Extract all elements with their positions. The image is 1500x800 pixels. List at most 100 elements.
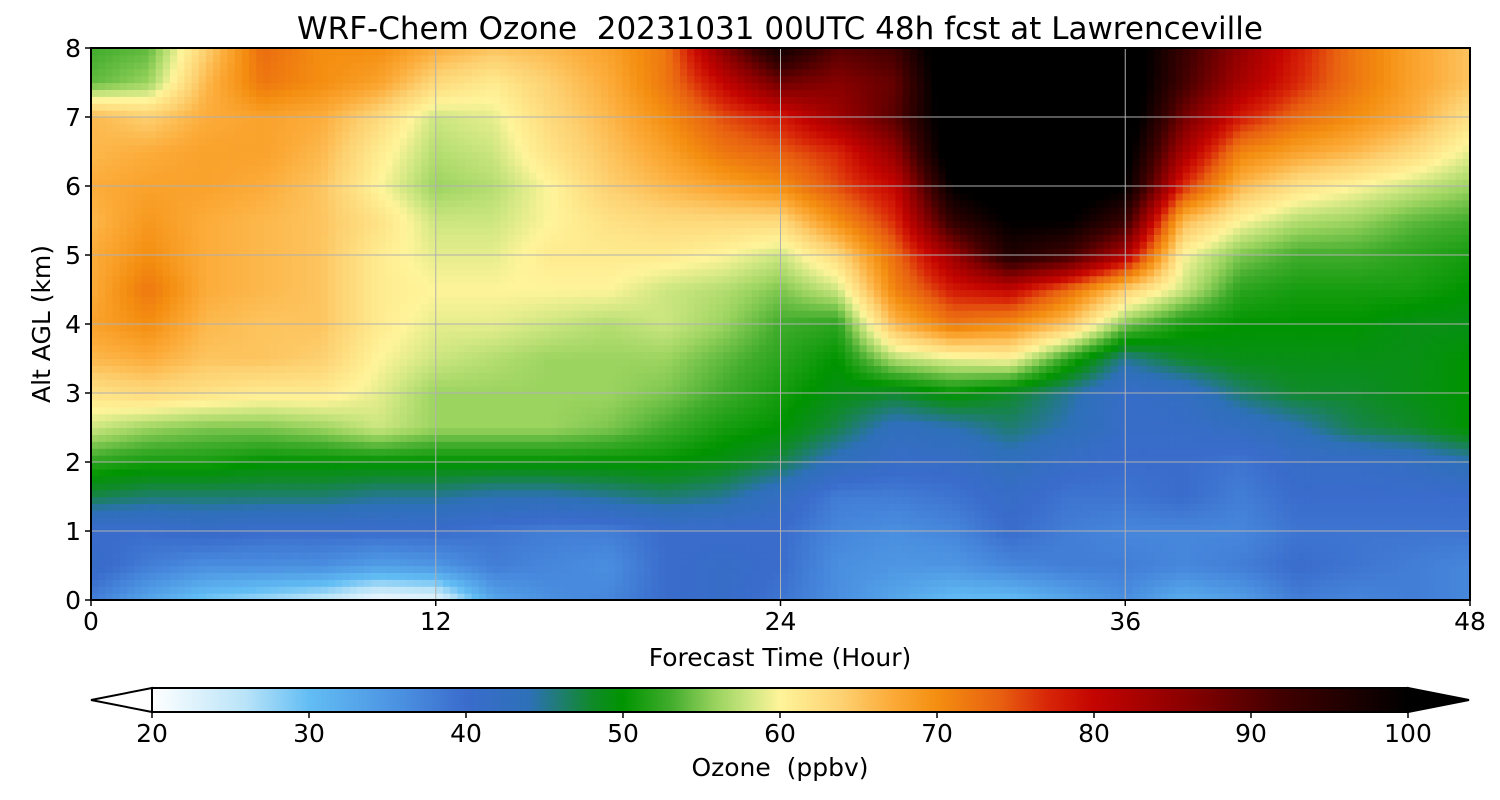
field-cell (241, 579, 250, 587)
field-cell (1218, 531, 1227, 539)
field-cell (1046, 524, 1055, 532)
field-cell (1067, 531, 1076, 539)
field-cell (658, 427, 667, 435)
field-cell (478, 496, 487, 504)
field-cell (1182, 496, 1191, 504)
field-cell (881, 427, 889, 435)
field-cell (105, 544, 114, 553)
field-cell (306, 531, 315, 539)
field-cell (902, 420, 911, 429)
field-cell (378, 496, 387, 504)
field-cell (1082, 434, 1090, 442)
field-cell (457, 593, 466, 600)
field-cell (162, 517, 171, 525)
field-cell (1146, 579, 1155, 587)
field-cell (270, 510, 279, 518)
field-cell (191, 420, 200, 429)
field-cell (723, 544, 731, 553)
field-cell (435, 427, 444, 435)
field-cell (1455, 537, 1464, 546)
field-cell (1398, 475, 1406, 484)
field-cell (213, 524, 221, 532)
field-cell (1311, 558, 1320, 567)
field-cell (909, 434, 918, 442)
field-cell (881, 468, 889, 477)
field-cell (435, 586, 444, 594)
field-cell (320, 531, 329, 539)
field-cell (335, 517, 343, 525)
field-cell (162, 531, 171, 539)
field-cell (945, 496, 954, 504)
field-cell (852, 475, 861, 484)
field-cell (1232, 427, 1241, 435)
field-cell (967, 475, 976, 484)
field-cell (119, 434, 128, 442)
field-cell (938, 434, 947, 442)
field-cell (478, 441, 487, 449)
field-cell (981, 489, 990, 498)
field-cell (881, 558, 889, 567)
field-cell (220, 510, 229, 518)
field-cell (1225, 427, 1234, 435)
field-cell (995, 475, 1004, 484)
field-cell (794, 496, 803, 504)
field-cell (1405, 531, 1414, 539)
field-cell (1218, 455, 1227, 463)
field-cell (586, 524, 595, 532)
field-cell (945, 517, 954, 525)
field-cell (1003, 531, 1011, 539)
field-cell (112, 565, 121, 573)
field-cell (787, 420, 796, 429)
field-cell (234, 593, 243, 600)
field-cell (1340, 455, 1349, 463)
field-cell (1067, 537, 1076, 546)
field-cell (916, 462, 925, 470)
field-cell (205, 496, 214, 504)
field-cell (1060, 510, 1069, 518)
field-cell (320, 455, 329, 463)
field-cell (1024, 489, 1033, 498)
field-cell (1276, 468, 1284, 477)
field-cell (701, 496, 710, 504)
field-cell (1369, 448, 1378, 456)
field-cell (845, 434, 853, 442)
field-cell (521, 524, 530, 532)
field-cell (1355, 517, 1363, 525)
field-cell (1161, 558, 1169, 567)
field-cell (313, 468, 322, 477)
field-cell (744, 427, 753, 435)
field-cell (500, 482, 509, 491)
field-cell (349, 537, 358, 546)
field-cell (708, 565, 717, 573)
field-cell (694, 489, 703, 498)
field-cell (1240, 448, 1248, 456)
field-cell (1067, 455, 1076, 463)
field-cell (794, 503, 803, 511)
field-cell (852, 531, 861, 539)
field-cell (356, 593, 365, 600)
field-cell (1182, 586, 1191, 594)
field-cell (866, 455, 875, 463)
field-cell (1369, 551, 1378, 560)
field-cell (471, 420, 480, 429)
field-cell (1333, 448, 1342, 456)
field-cell (227, 531, 236, 539)
field-cell (263, 551, 272, 560)
field-cell (572, 558, 580, 567)
field-cell (1089, 517, 1098, 525)
field-cell (256, 489, 264, 498)
field-cell (1096, 517, 1105, 525)
field-cell (1168, 420, 1177, 429)
field-cell (572, 524, 580, 532)
field-cell (644, 510, 652, 518)
field-cell (1376, 524, 1385, 532)
field-cell (521, 537, 530, 546)
field-cell (299, 489, 308, 498)
field-cell (895, 544, 904, 553)
field-cell (1125, 448, 1134, 456)
field-cell (1340, 434, 1349, 442)
field-cell (1089, 475, 1098, 484)
field-cell (1003, 496, 1011, 504)
field-cell (694, 517, 703, 525)
field-cell (1383, 420, 1392, 429)
